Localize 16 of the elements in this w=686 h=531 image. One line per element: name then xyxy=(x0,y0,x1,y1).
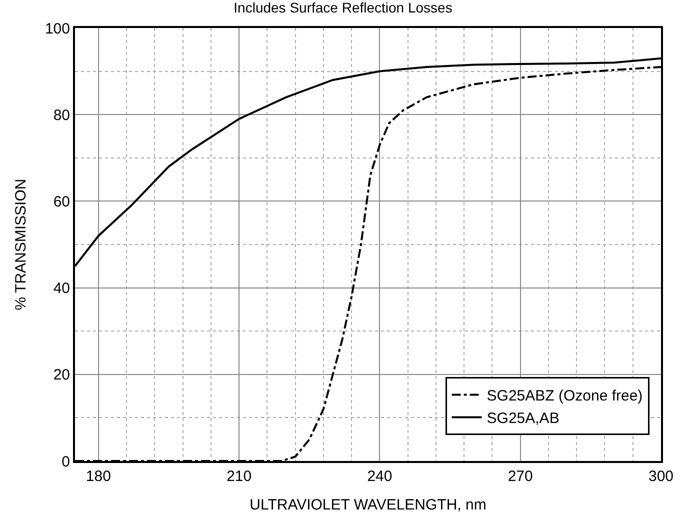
legend-label: SG25A,AB xyxy=(486,410,560,428)
y-axis-title: % TRANSMISSION xyxy=(12,178,30,310)
chart-title: Includes Surface Reflection Losses xyxy=(234,0,452,16)
x-axis-title: ULTRAVIOLET WAVELENGTH, nm xyxy=(250,496,486,514)
x-tick-label: 240 xyxy=(367,468,392,485)
y-tick-label: 80 xyxy=(53,106,70,124)
y-tick-label: 0 xyxy=(62,453,70,470)
y-tick-label: 60 xyxy=(53,193,70,210)
x-tick-label: 270 xyxy=(508,468,533,485)
x-tick-label: 300 xyxy=(648,468,674,485)
x-tick-label: 210 xyxy=(226,468,252,485)
x-tick-label: 180 xyxy=(86,468,111,485)
legend-label: SG25ABZ (Ozone free) xyxy=(486,388,643,405)
y-tick-label: 100 xyxy=(44,20,70,38)
y-tick-label: 40 xyxy=(53,280,70,298)
y-tick-label: 20 xyxy=(53,366,70,384)
